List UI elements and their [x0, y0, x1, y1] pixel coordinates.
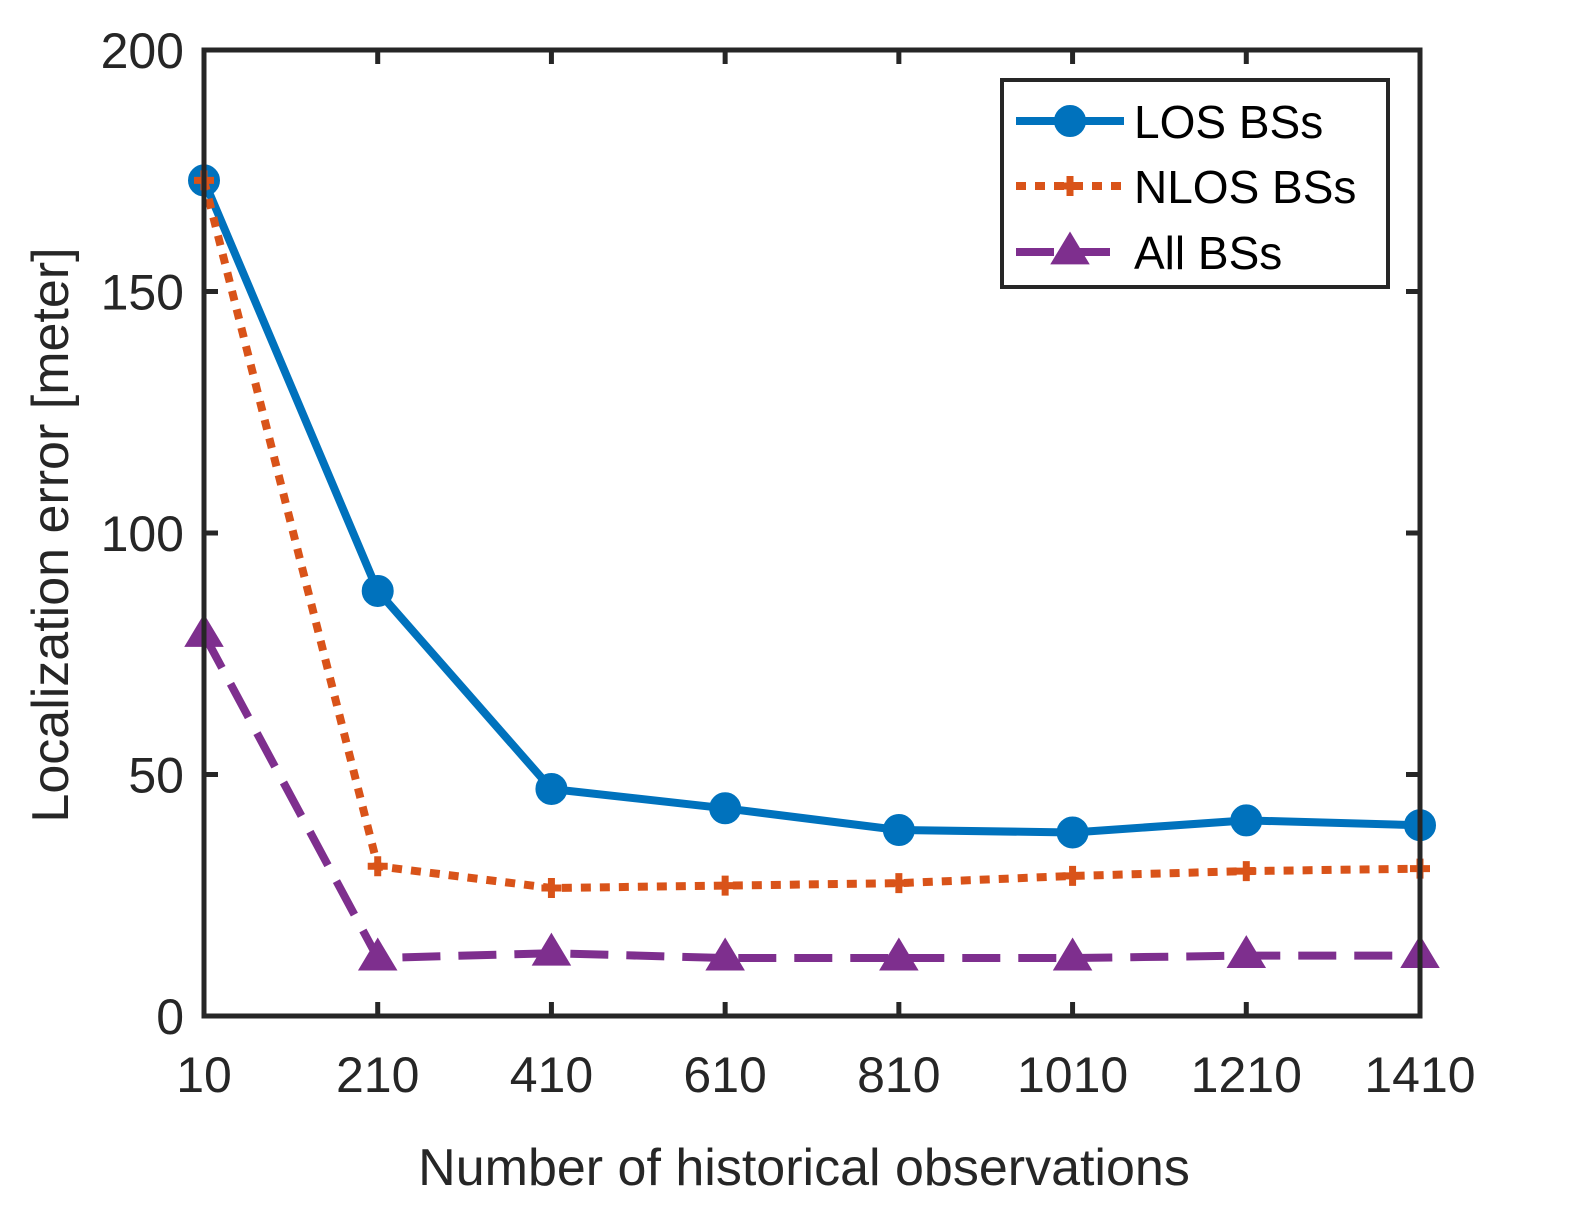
ticks-layer	[201, 47, 1423, 1019]
x-tick-label: 210	[336, 1047, 419, 1103]
y-tick-label: 100	[101, 506, 184, 562]
series-all-bss	[184, 613, 1440, 971]
legend-label: LOS BSs	[1134, 96, 1323, 148]
data-point	[888, 873, 909, 894]
series-line	[200, 632, 1420, 963]
legend-marker	[1060, 176, 1080, 196]
y-tick-label: 150	[101, 265, 184, 321]
x-tick-label: 410	[510, 1047, 593, 1103]
data-point	[882, 814, 915, 847]
data-point	[879, 937, 919, 971]
x-tick-labels: 10 210 410 610 810 1010 1210 1410	[176, 1047, 1475, 1103]
y-tick-label: 0	[156, 989, 184, 1045]
data-point	[705, 937, 745, 971]
legend: LOS BSs NLOS BSs All BSs	[1000, 78, 1390, 289]
data-point	[715, 875, 736, 896]
y-axis-title: Localization error [meter]	[22, 247, 80, 822]
data-point	[709, 792, 742, 825]
data-point	[1226, 935, 1267, 969]
series-layer	[184, 164, 1440, 971]
data-point	[367, 856, 388, 877]
y-tick-label: 50	[128, 748, 184, 804]
x-tick-label: 610	[683, 1047, 766, 1103]
legend-label: All BSs	[1134, 227, 1282, 279]
series-line	[200, 179, 1421, 893]
series-line	[200, 178, 1421, 837]
y-tick-label: 200	[101, 23, 184, 79]
data-point	[541, 878, 562, 899]
data-point	[1230, 804, 1263, 837]
data-point	[535, 772, 568, 805]
x-tick-label: 1210	[1191, 1047, 1302, 1103]
legend-marker	[1054, 105, 1086, 137]
data-point	[357, 937, 398, 971]
data-point	[361, 574, 394, 607]
y-tick-labels: 0 50 100 150 200	[101, 23, 184, 1045]
data-point	[1052, 937, 1093, 971]
data-point	[1062, 865, 1083, 886]
x-axis-title: Number of historical observations	[418, 1139, 1190, 1197]
data-point	[531, 932, 572, 966]
x-tick-label: 10	[176, 1047, 232, 1103]
legend-marker	[1050, 231, 1090, 265]
series-los-bss	[188, 164, 1436, 849]
x-tick-label: 1410	[1364, 1047, 1475, 1103]
legend-label: NLOS BSs	[1134, 161, 1356, 213]
data-point	[1056, 816, 1089, 849]
data-point	[1236, 861, 1257, 882]
x-tick-label: 1010	[1017, 1047, 1128, 1103]
x-tick-label: 810	[857, 1047, 940, 1103]
